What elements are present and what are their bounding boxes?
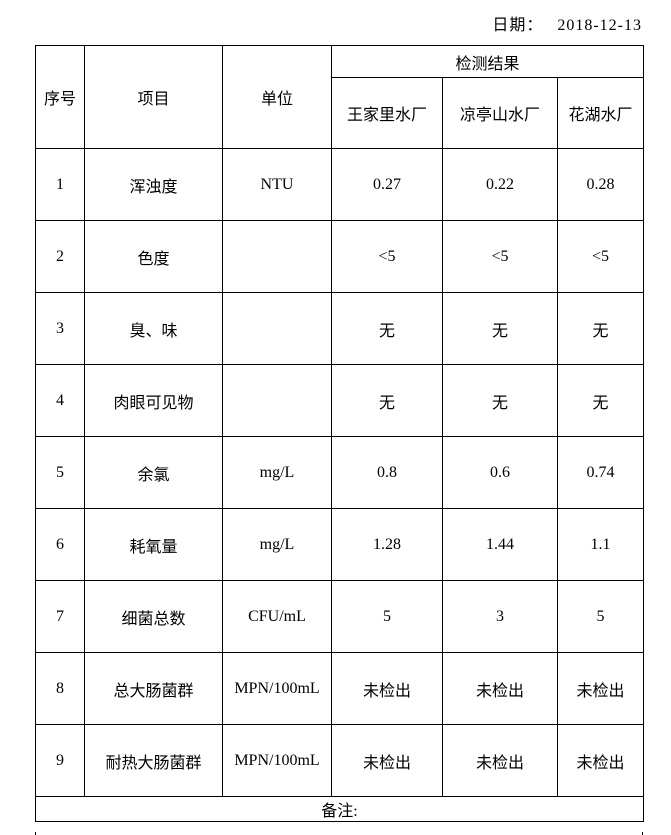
item-cell: 肉眼可见物 (84, 364, 223, 437)
water-quality-table: 序号 项目 单位 检测结果 王家里水厂 凉亭山水厂 花湖水厂 1 浑浊度 NTU… (35, 45, 644, 822)
result-cell: 未检出 (557, 724, 644, 797)
result-cell: <5 (331, 220, 443, 293)
table-header-row-1: 序号 项目 单位 检测结果 (35, 45, 644, 149)
table-row: 4 肉眼可见物 无 无 无 (35, 364, 644, 437)
date-label: 日期： (492, 17, 544, 34)
unit-cell: MPN/100mL (222, 652, 332, 725)
report-date: 日期： 2018-12-13 (492, 11, 642, 35)
result-cell: <5 (442, 220, 558, 293)
seq-cell: 3 (35, 292, 85, 365)
item-cell: 臭、味 (84, 292, 223, 365)
result-cell: 0.28 (557, 148, 644, 221)
result-cell: <5 (557, 220, 644, 293)
col-header-results-group: 检测结果 (331, 45, 644, 78)
table-row: 9 耐热大肠菌群 MPN/100mL 未检出 未检出 未检出 (35, 724, 644, 797)
result-cell: 1.44 (442, 508, 558, 581)
seq-cell: 1 (35, 148, 85, 221)
unit-cell: mg/L (222, 508, 332, 581)
unit-cell: CFU/mL (222, 580, 332, 653)
result-cell: 无 (331, 364, 443, 437)
result-cell: 无 (557, 364, 644, 437)
item-cell: 细菌总数 (84, 580, 223, 653)
table-row: 3 臭、味 无 无 无 (35, 292, 644, 365)
table-row: 8 总大肠菌群 MPN/100mL 未检出 未检出 未检出 (35, 652, 644, 725)
seq-cell: 8 (35, 652, 85, 725)
remarks-cell: 备注: (35, 796, 644, 822)
partial-next-row (35, 832, 643, 835)
result-cell: 无 (331, 292, 443, 365)
table-header-row-2: 王家里水厂 凉亭山水厂 花湖水厂 (36, 77, 644, 149)
result-cell: 未检出 (442, 652, 558, 725)
seq-cell: 9 (35, 724, 85, 797)
unit-cell: mg/L (222, 436, 332, 509)
col-header-seq: 序号 (35, 45, 85, 149)
result-cell: 未检出 (331, 652, 443, 725)
result-cell: 5 (557, 580, 644, 653)
result-cell: 5 (331, 580, 443, 653)
seq-cell: 4 (35, 364, 85, 437)
seq-cell: 5 (35, 436, 85, 509)
result-cell: 1.28 (331, 508, 443, 581)
table-row: 6 耗氧量 mg/L 1.28 1.44 1.1 (35, 508, 644, 581)
seq-cell: 6 (35, 508, 85, 581)
result-cell: 无 (557, 292, 644, 365)
col-header-plant-huahu: 花湖水厂 (557, 77, 644, 149)
col-header-plant-wangjiali: 王家里水厂 (331, 77, 443, 149)
table-row: 1 浑浊度 NTU 0.27 0.22 0.28 (35, 148, 644, 221)
remarks-row: 备注: (35, 796, 644, 822)
result-cell: 未检出 (442, 724, 558, 797)
date-value: 2018-12-13 (557, 17, 642, 34)
result-cell: 未检出 (557, 652, 644, 725)
item-cell: 耗氧量 (84, 508, 223, 581)
item-cell: 总大肠菌群 (84, 652, 223, 725)
unit-cell: MPN/100mL (222, 724, 332, 797)
result-cell: 无 (442, 364, 558, 437)
unit-cell (222, 292, 332, 365)
item-cell: 浑浊度 (84, 148, 223, 221)
seq-cell: 7 (35, 580, 85, 653)
result-cell: 未检出 (331, 724, 443, 797)
result-cell: 无 (442, 292, 558, 365)
result-cell: 0.74 (557, 436, 644, 509)
unit-cell (222, 220, 332, 293)
result-cell: 0.8 (331, 436, 443, 509)
col-header-item: 项目 (84, 45, 223, 149)
result-cell: 3 (442, 580, 558, 653)
result-cell: 0.27 (331, 148, 443, 221)
seq-cell: 2 (35, 220, 85, 293)
col-header-unit: 单位 (222, 45, 332, 149)
result-cell: 0.6 (442, 436, 558, 509)
table-row: 7 细菌总数 CFU/mL 5 3 5 (35, 580, 644, 653)
unit-cell (222, 364, 332, 437)
table-row: 2 色度 <5 <5 <5 (35, 220, 644, 293)
result-cell: 0.22 (442, 148, 558, 221)
table-row: 5 余氯 mg/L 0.8 0.6 0.74 (35, 436, 644, 509)
unit-cell: NTU (222, 148, 332, 221)
result-cell: 1.1 (557, 508, 644, 581)
item-cell: 耐热大肠菌群 (84, 724, 223, 797)
item-cell: 色度 (84, 220, 223, 293)
col-header-plant-liangtingshan: 凉亭山水厂 (442, 77, 558, 149)
item-cell: 余氯 (84, 436, 223, 509)
